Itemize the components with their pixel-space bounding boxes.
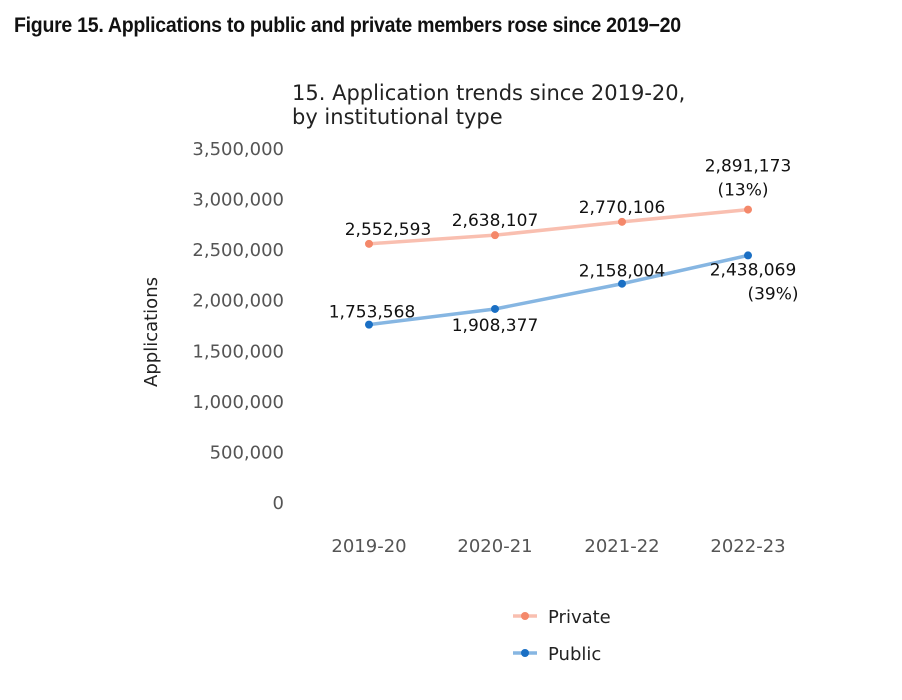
- legend-label-public: Public: [548, 644, 601, 665]
- data-label: 2,638,107: [452, 211, 539, 231]
- data-label: 1,753,568: [329, 303, 416, 323]
- figure-title: Figure 15. Applications to public and pr…: [14, 14, 681, 37]
- x-tick-label: 2021-22: [584, 536, 659, 557]
- data-label: 2,158,004: [579, 262, 666, 282]
- y-tick-label: 0: [273, 493, 284, 514]
- change-label: (39%): [747, 284, 798, 304]
- x-tick-label: 2020-21: [457, 536, 532, 557]
- y-tick-label: 2,000,000: [192, 291, 284, 312]
- data-point-private: [744, 205, 752, 214]
- chart-title: by institutional type: [292, 105, 503, 129]
- y-tick-label: 2,500,000: [192, 240, 284, 261]
- y-tick-label: 3,000,000: [192, 190, 284, 211]
- x-tick-label: 2022-23: [710, 536, 785, 557]
- data-point-public: [491, 304, 499, 313]
- data-point-public: [744, 251, 752, 260]
- legend-marker-private: [521, 612, 529, 620]
- y-tick-label: 1,000,000: [192, 392, 284, 413]
- y-tick-label: 1,500,000: [192, 341, 284, 362]
- x-tick-label: 2019-20: [331, 536, 406, 557]
- legend-label-private: Private: [548, 607, 611, 628]
- series-line-private: [368, 207, 749, 246]
- data-point-private: [618, 217, 626, 226]
- data-label: 2,891,173: [705, 157, 792, 177]
- data-label: 2,438,069: [710, 260, 797, 280]
- series-line-public: [368, 253, 749, 327]
- data-point-public: [618, 279, 626, 288]
- data-point-private: [491, 231, 499, 240]
- data-label: 2,770,106: [579, 198, 666, 218]
- y-tick-label: 500,000: [210, 442, 284, 463]
- change-label: (13%): [717, 181, 768, 201]
- data-label: 2,552,593: [345, 220, 432, 240]
- legend-marker-public: [521, 649, 529, 657]
- y-tick-label: 3,500,000: [192, 139, 284, 160]
- data-point-private: [365, 239, 373, 248]
- y-axis-label: Applications: [141, 277, 162, 387]
- chart-title: 15. Application trends since 2019-20,: [292, 81, 685, 105]
- data-point-public: [365, 320, 373, 329]
- data-label: 1,908,377: [452, 316, 539, 336]
